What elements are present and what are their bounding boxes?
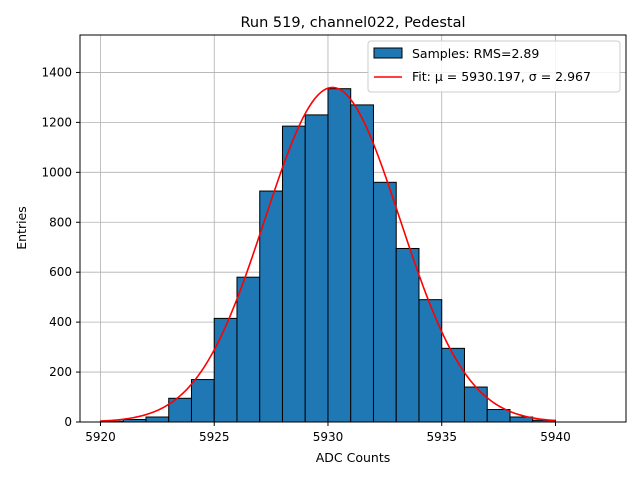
histogram-bar [350, 104, 374, 423]
y-axis-label: Entries [14, 206, 29, 250]
histogram-bar [441, 347, 465, 423]
y-tick-label: 0 [64, 415, 72, 429]
x-tick-label: 5935 [426, 430, 457, 444]
x-tick-label: 5930 [313, 430, 344, 444]
legend-label-fit: Fit: μ = 5930.197, σ = 2.967 [412, 69, 591, 84]
y-tick-label: 1400 [41, 65, 72, 79]
histogram-bar [190, 379, 215, 423]
histogram-bar [463, 386, 488, 423]
histogram-bar [236, 276, 261, 423]
histogram-bar [372, 181, 397, 423]
legend-label-samples: Samples: RMS=2.89 [412, 46, 539, 61]
x-tick-label: 5940 [540, 430, 571, 444]
histogram-bar [486, 409, 511, 423]
legend: Samples: RMS=2.89 Fit: μ = 5930.197, σ =… [367, 40, 621, 93]
histogram-bar [213, 317, 238, 423]
histogram-bar [395, 247, 420, 423]
y-tick-label: 600 [49, 265, 72, 279]
legend-box [367, 40, 621, 93]
y-tick-label: 400 [49, 315, 72, 329]
x-axis-ticks: 5920 5925 5930 5935 5940 [85, 422, 571, 444]
y-tick-label: 800 [49, 215, 72, 229]
histogram-bar [145, 416, 170, 423]
y-axis-ticks: 0 200 400 600 800 1000 1200 1400 [41, 65, 80, 429]
fit-curve [100, 86, 556, 422]
plot-frame [79, 34, 627, 423]
histogram-bar [418, 299, 443, 423]
y-tick-label: 200 [49, 365, 72, 379]
histogram-bar [304, 114, 329, 423]
legend-swatch-samples [373, 47, 403, 59]
x-axis-label: ADC Counts [316, 450, 391, 465]
chart-title: Run 519, channel022, Pedestal [240, 15, 465, 31]
x-tick-label: 5925 [199, 430, 230, 444]
y-tick-label: 1200 [41, 115, 72, 129]
histogram-bar [281, 125, 306, 423]
histogram-bar [327, 88, 352, 423]
y-tick-label: 1000 [41, 165, 72, 179]
x-tick-label: 5920 [85, 430, 116, 444]
